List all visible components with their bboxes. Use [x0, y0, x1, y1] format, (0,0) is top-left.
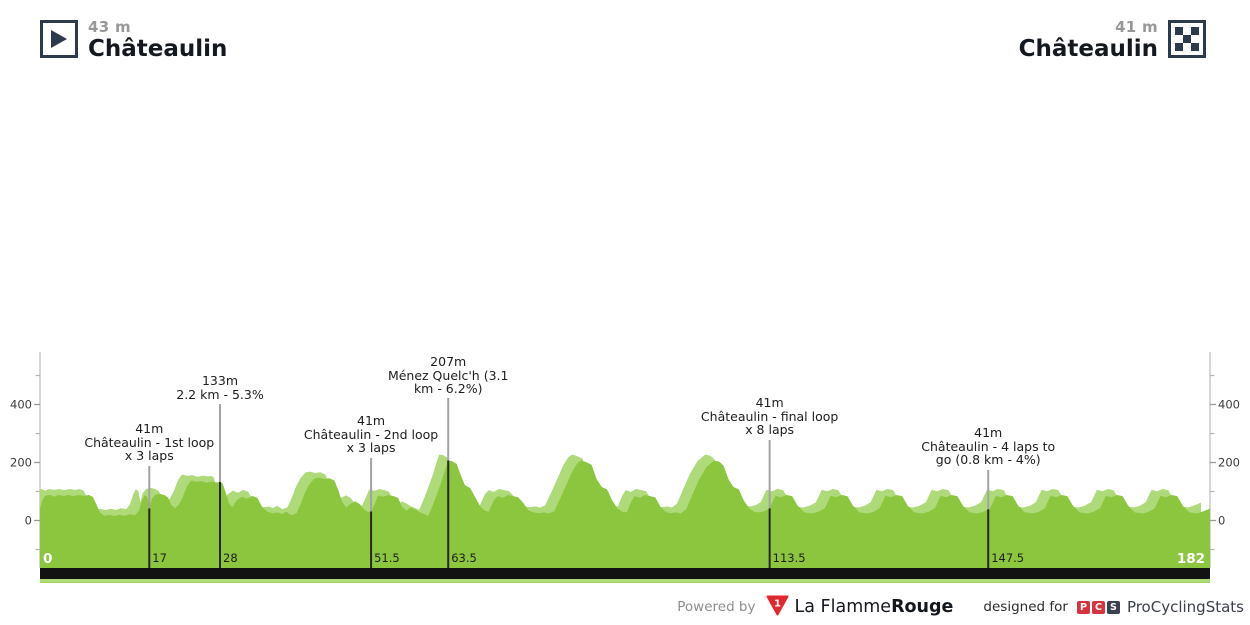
km-tick-label: 0 [43, 551, 52, 567]
svg-text:400: 400 [10, 398, 32, 412]
play-triangle-icon [51, 30, 67, 48]
start-location: Châteaulin [88, 35, 228, 62]
checkered-flag-icon [1175, 27, 1199, 51]
start-flag-icon [40, 20, 78, 58]
finish-location: Châteaulin [1018, 35, 1158, 62]
bottom-band [40, 568, 1210, 583]
procyclingstats-wordmark[interactable]: ProCyclingStats [1126, 598, 1244, 616]
marker-lines [148, 398, 990, 578]
finish-elevation: 41 m [1115, 18, 1158, 36]
km-tick-label: 147.5 [991, 551, 1024, 565]
profile-main [40, 460, 1210, 583]
km-tick-label: 182 [1177, 551, 1205, 567]
red-pennant-icon: 1 [766, 595, 788, 615]
footer: Powered by 1 La FlammeRouge designed for… [677, 595, 1244, 619]
svg-text:1: 1 [774, 598, 781, 609]
finish-header: 41 m Châteaulin [1018, 18, 1206, 62]
finish-flag-icon [1168, 20, 1206, 58]
km-tick-label: 28 [223, 551, 238, 565]
svg-text:400: 400 [1218, 398, 1240, 412]
profile-area [40, 454, 1210, 583]
svg-text:0: 0 [1218, 514, 1225, 528]
start-header: 43 m Châteaulin [40, 18, 228, 62]
start-elevation: 43 m [88, 18, 131, 36]
distance-labels: 0 17 28 51.5 63.5 113.5 147.5 182 [43, 551, 1205, 567]
svg-text:200: 200 [1218, 456, 1240, 470]
la-flamme-rouge-logo[interactable]: 1 [766, 595, 789, 620]
powered-by-label: Powered by [677, 599, 756, 615]
designed-for-label: designed for [983, 599, 1068, 615]
km-tick-label: 63.5 [451, 551, 477, 565]
km-tick-label: 17 [152, 551, 167, 565]
svg-text:200: 200 [10, 456, 32, 470]
km-tick-label: 113.5 [773, 551, 806, 565]
la-flamme-rouge-wordmark[interactable]: La FlammeRouge [794, 597, 954, 617]
km-tick-label: 51.5 [374, 551, 400, 565]
svg-text:0: 0 [25, 514, 32, 528]
